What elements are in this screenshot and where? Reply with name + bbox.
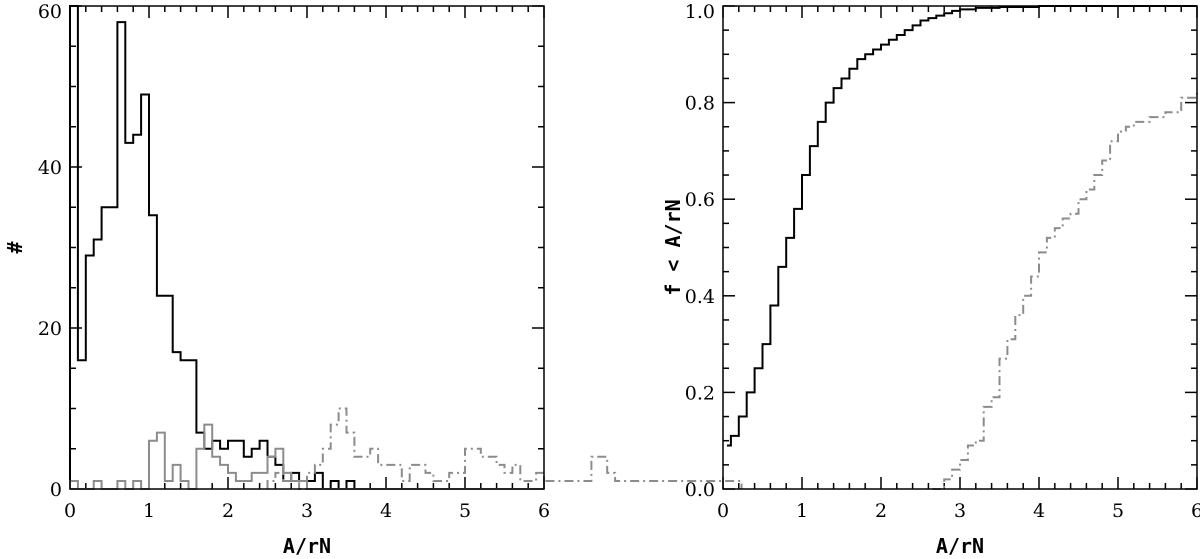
x-axis-title: A/rN <box>283 534 331 558</box>
x-tick-label: 2 <box>222 500 234 522</box>
x-tick-label: 0 <box>717 500 729 522</box>
y-tick-label: 0.4 <box>685 286 715 308</box>
y-tick-label: 20 <box>38 318 62 340</box>
y-tick-label: 0.8 <box>685 93 715 115</box>
series-line-1 <box>932 92 1198 490</box>
y-tick-label: 0 <box>50 479 62 501</box>
x-tick-label: 3 <box>301 500 313 522</box>
series-line-2 <box>266 407 743 490</box>
x-tick-label: 3 <box>954 500 966 522</box>
series-line-0 <box>726 5 1197 447</box>
y-tick-label: 0.6 <box>685 189 715 211</box>
y-tick-label: 1.0 <box>685 1 715 23</box>
y-tick-label: 0.2 <box>685 382 715 404</box>
y-tick-label: 0.0 <box>685 479 715 501</box>
x-tick-label: 6 <box>1191 500 1200 522</box>
x-tick-label: 5 <box>459 500 471 522</box>
x-axis-title: A/rN <box>936 534 984 558</box>
x-tick-label: 4 <box>1033 500 1045 522</box>
x-tick-label: 1 <box>796 500 808 522</box>
x-tick-label: 6 <box>538 500 550 522</box>
y-tick-label: 40 <box>38 157 62 179</box>
ticks <box>722 5 1198 490</box>
plot-frame <box>722 5 1198 490</box>
y-axis-title: # <box>3 241 27 253</box>
x-tick-label: 4 <box>380 500 392 522</box>
ticks <box>69 5 545 490</box>
plot-frame <box>69 5 545 490</box>
y-tick-label: 60 <box>38 1 62 23</box>
y-axis-title: f < A/rN <box>661 199 685 295</box>
cumulative-panel: 0 1 2 3 4 5 6 0.0 0.2 0.4 0.6 0.8 1.0 A/rN f < A/rN <box>661 1 1200 558</box>
x-tick-label: 5 <box>1112 500 1124 522</box>
series-line-0 <box>69 5 544 490</box>
x-tick-label: 2 <box>875 500 887 522</box>
x-tick-label: 0 <box>64 500 76 522</box>
x-tick-label: 1 <box>143 500 155 522</box>
